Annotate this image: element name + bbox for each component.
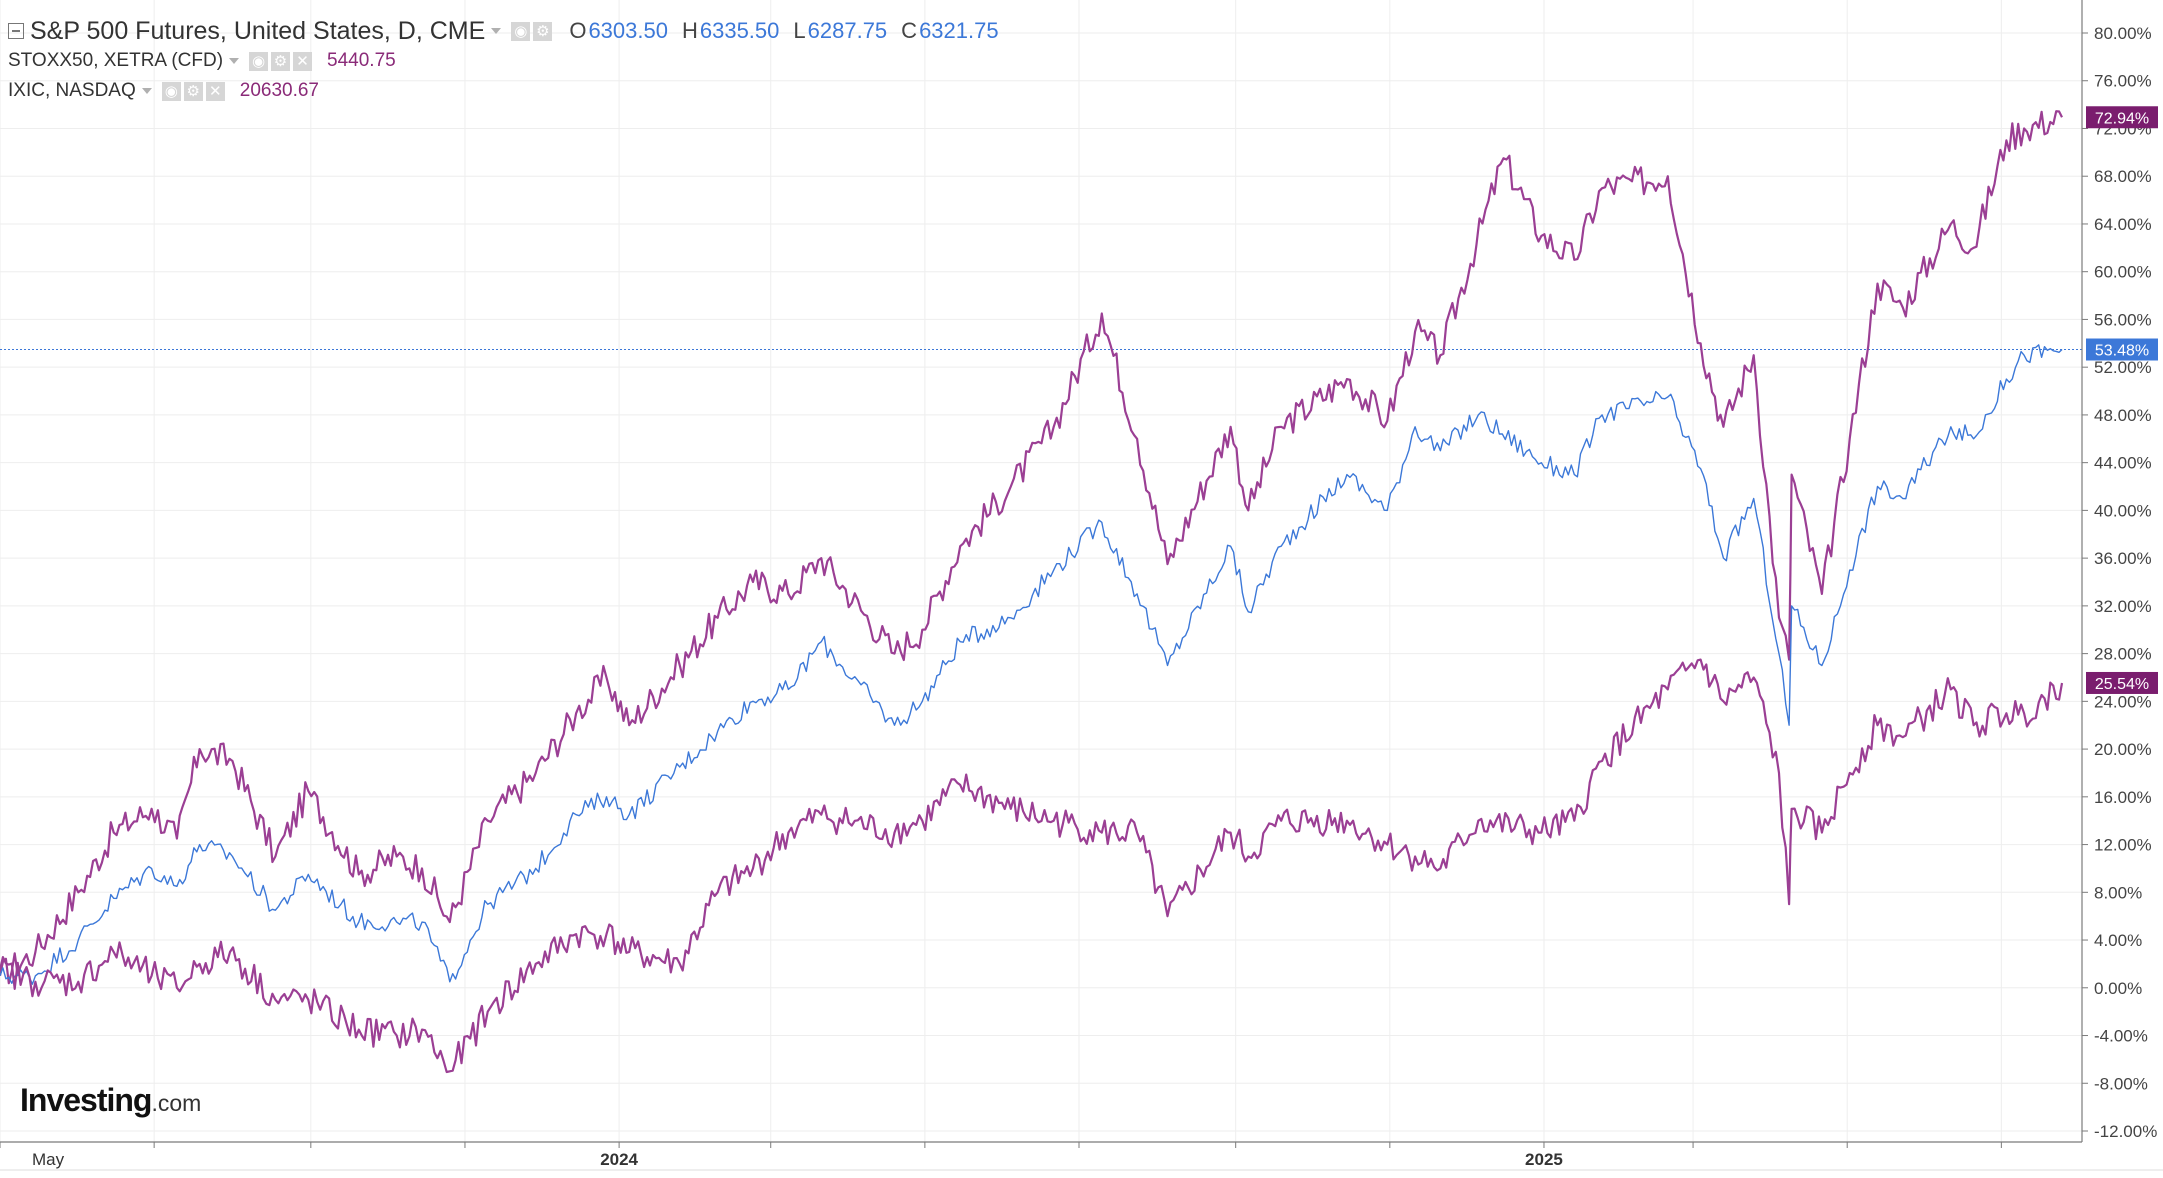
y-tick-label: 56.00%: [2094, 310, 2152, 329]
y-tick-label: 68.00%: [2094, 167, 2152, 186]
last-value-badges: 72.94% 53.48% 25.54%: [2086, 106, 2158, 694]
open-label: O: [569, 18, 587, 43]
series-lines: [0, 110, 2064, 1074]
series-line-sp500: [0, 344, 2063, 985]
legend-main-row[interactable]: S&P 500 Futures, United States, D, CME ◉…: [8, 16, 999, 46]
chevron-down-icon[interactable]: [141, 88, 152, 94]
last-value-label-sp500: 53.48%: [2095, 343, 2149, 360]
legend-compare-symbol[interactable]: IXIC, NASDAQ: [8, 80, 136, 101]
close-value: 6321.75: [919, 18, 999, 43]
last-value-label-stoxx50: 25.54%: [2095, 676, 2149, 693]
legend-compare-row[interactable]: IXIC, NASDAQ ◉ ⚙ ✕ 20630.67: [8, 76, 999, 106]
y-tick-label: -12.00%: [2094, 1122, 2157, 1141]
gear-icon[interactable]: ⚙: [533, 21, 553, 41]
y-tick-label: 16.00%: [2094, 788, 2152, 807]
y-tick-label: 32.00%: [2094, 597, 2152, 616]
legend-compare-value: 5440.75: [327, 50, 396, 71]
x-tick-label: May: [32, 1150, 65, 1169]
gear-icon[interactable]: ⚙: [183, 81, 203, 101]
open-value: 6303.50: [588, 18, 668, 43]
y-tick-label: 48.00%: [2094, 406, 2152, 425]
last-value-badge-ixic: [2086, 106, 2158, 129]
legend: S&P 500 Futures, United States, D, CME ◉…: [8, 16, 999, 106]
y-tick-label: 4.00%: [2094, 931, 2142, 950]
y-tick-label: 8.00%: [2094, 883, 2142, 902]
y-tick-label: 40.00%: [2094, 501, 2152, 520]
y-tick-label: 28.00%: [2094, 645, 2152, 664]
y-tick-label: 20.00%: [2094, 740, 2152, 759]
last-value-label-ixic: 72.94%: [2095, 110, 2149, 127]
high-label: H: [681, 18, 698, 43]
legend-compare-row[interactable]: STOXX50, XETRA (CFD) ◉ ⚙ ✕ 5440.75: [8, 46, 999, 76]
y-tick-label: 60.00%: [2094, 263, 2152, 282]
y-tick-label: 12.00%: [2094, 836, 2152, 855]
y-tick-label: 44.00%: [2094, 454, 2152, 473]
y-tick-label: 36.00%: [2094, 549, 2152, 568]
x-tick-label: 2024: [600, 1150, 638, 1169]
gear-icon[interactable]: ⚙: [271, 51, 291, 71]
y-tick-label: 76.00%: [2094, 72, 2152, 91]
y-tick-label: -8.00%: [2094, 1074, 2148, 1093]
visibility-icon[interactable]: ◉: [511, 21, 531, 41]
close-icon[interactable]: ✕: [293, 51, 313, 71]
low-value: 6287.75: [807, 18, 888, 43]
visibility-icon[interactable]: ◉: [249, 51, 269, 71]
legend-main-symbol[interactable]: S&P 500 Futures, United States, D, CME: [30, 16, 486, 45]
series-line-stoxx50: [0, 658, 2064, 1074]
visibility-icon[interactable]: ◉: [161, 81, 181, 101]
logo-main: Investing: [20, 1082, 152, 1118]
chevron-down-icon[interactable]: [229, 58, 240, 64]
x-tick-label: 2025: [1525, 1150, 1563, 1169]
logo-suffix: .com: [151, 1090, 202, 1116]
chevron-down-icon[interactable]: [491, 28, 502, 34]
y-tick-label: 52.00%: [2094, 358, 2152, 377]
y-tick-label: 0.00%: [2094, 979, 2142, 998]
y-tick-label: 80.00%: [2094, 24, 2152, 43]
y-tick-label: 64.00%: [2094, 215, 2152, 234]
grid-lines: [0, 0, 2082, 1142]
close-label: C: [901, 18, 918, 43]
low-label: L: [793, 18, 806, 43]
legend-compare-symbol[interactable]: STOXX50, XETRA (CFD): [8, 50, 224, 71]
high-value: 6335.50: [699, 18, 780, 43]
investing-logo: Investing.com: [20, 1082, 201, 1119]
series-line-ixic: [0, 110, 2063, 985]
last-value-badge-sp500: [2086, 338, 2158, 361]
close-icon[interactable]: ✕: [205, 81, 225, 101]
last-value-badge-stoxx50: [2086, 671, 2158, 694]
legend-compare-value: 20630.67: [239, 80, 319, 101]
y-tick-label: -4.00%: [2094, 1027, 2148, 1046]
collapse-icon[interactable]: [8, 23, 24, 39]
y-tick-label: 24.00%: [2094, 692, 2152, 711]
